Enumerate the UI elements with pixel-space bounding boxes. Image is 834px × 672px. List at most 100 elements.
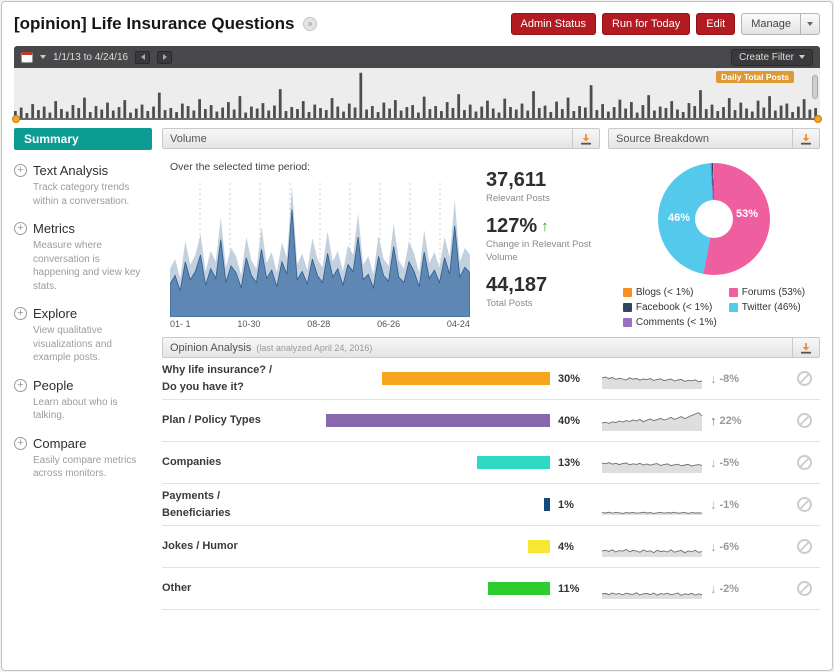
stat-value: 44,187: [486, 274, 548, 297]
admin-status-button[interactable]: Admin Status: [510, 13, 596, 35]
monitor-info-icon[interactable]: [302, 17, 317, 31]
category-bar-track: [322, 498, 550, 511]
legend-item-comments-1: Comments (< 1%): [622, 317, 717, 328]
category-percent: 13%: [558, 456, 581, 469]
sidebar-link-compare[interactable]: + Compare: [14, 436, 152, 451]
legend-item-forums-53: Forums (53%): [728, 287, 806, 298]
category-label: Payments / Beneficiaries: [162, 490, 231, 519]
category-sparkline: [602, 411, 702, 431]
legend-label: Twitter (46%): [741, 302, 801, 313]
sidebar-link-explore[interactable]: + Explore: [14, 306, 152, 321]
category-bar[interactable]: [488, 582, 550, 595]
category-sparkline: [602, 591, 702, 599]
category-label: Plan / Policy Types: [162, 414, 261, 427]
category-list: Why life insurance? / Do you have it? 30% ↓…: [162, 358, 820, 610]
category-bar[interactable]: [326, 414, 550, 427]
trend-down-icon: ↓: [710, 497, 717, 512]
sidebar-item-label: Metrics: [33, 221, 75, 236]
legend-label: Comments (< 1%): [635, 317, 717, 328]
exclude-category-icon[interactable]: [797, 413, 812, 428]
stat-label: Total Posts: [486, 298, 533, 310]
edit-button[interactable]: Edit: [696, 13, 736, 35]
create-filter-label: Create Filter: [738, 51, 794, 63]
legend-swatch: [622, 288, 632, 297]
manage-button[interactable]: Manage: [741, 13, 801, 35]
trend-value: -6%: [719, 540, 740, 553]
plus-icon: +: [14, 436, 27, 450]
download-icon[interactable]: [792, 129, 819, 148]
source-breakdown-panel: Source Breakdown 46% 53% Blogs (< 1%) For…: [608, 128, 820, 329]
category-trend: ↓ -1%: [710, 497, 760, 512]
run-for-today-button[interactable]: Run for Today: [601, 13, 691, 35]
source-donut-chart[interactable]: 46% 53%: [658, 163, 770, 275]
category-trend: ↓ -2%: [710, 581, 760, 596]
plus-icon: +: [14, 378, 27, 392]
sidebar-link-text-analysis[interactable]: + Text Analysis: [14, 163, 152, 178]
sidebar-item-explore: + Explore View qualitative visualizations …: [14, 306, 152, 365]
sidebar-item-label: Explore: [33, 306, 78, 321]
category-label: Companies: [162, 456, 222, 469]
chevron-left-icon: [140, 54, 145, 60]
daily-posts-timeline-chart[interactable]: Daily Total Posts: [12, 68, 822, 123]
category-row-other: Other 11% ↓ -2%: [162, 568, 820, 610]
range-handle-left[interactable]: [12, 115, 20, 123]
timeline-bars: [14, 72, 818, 120]
volume-area-chart[interactable]: [170, 179, 470, 317]
x-axis-tick: 01- 1: [170, 319, 191, 329]
exclude-category-icon[interactable]: [797, 497, 812, 512]
trend-down-icon: ↓: [710, 455, 717, 470]
sidebar-item-summary[interactable]: Summary: [14, 128, 152, 150]
date-range-label: 1/1/13 to 4/24/16: [53, 51, 129, 63]
x-axis-tick: 10-30: [237, 319, 261, 329]
opinion-analysis-subtitle: (last analyzed April 24, 2016): [256, 342, 373, 353]
category-bar-track: [322, 456, 550, 469]
category-percent: 1%: [558, 498, 574, 511]
category-row-companies: Companies 13% ↓ -5%: [162, 442, 820, 484]
source-legend: Blogs (< 1%) Forums (53%) Facebook (< 1%) T…: [614, 287, 814, 328]
chevron-down-icon: [799, 55, 805, 59]
category-bar[interactable]: [477, 456, 550, 469]
trend-value: -2%: [719, 582, 740, 595]
legend-label: Forums (53%): [741, 287, 806, 298]
sidebar-link-people[interactable]: + People: [14, 378, 152, 393]
timeline-baseline: [14, 118, 820, 120]
category-row-plan-policy-types: Plan / Policy Types 40% ↑ 22%: [162, 400, 820, 442]
category-bar-track: [322, 372, 550, 385]
category-bar-track: [322, 540, 550, 553]
top-panels-row: Volume Over the selected time period: 01…: [162, 128, 820, 329]
exclude-category-icon[interactable]: [797, 455, 812, 470]
category-trend: ↓ -5%: [710, 455, 760, 470]
category-bar-track: [322, 414, 550, 427]
category-bar[interactable]: [382, 372, 550, 385]
exclude-category-icon[interactable]: [797, 371, 812, 386]
category-bar[interactable]: [527, 540, 550, 553]
category-bar[interactable]: [544, 498, 550, 511]
category-sparkline: [602, 461, 702, 473]
stat-label: Change in Relevant Post Volume: [486, 239, 592, 263]
range-handle-right[interactable]: [814, 115, 822, 123]
exclude-category-icon[interactable]: [797, 581, 812, 596]
opinion-analysis-title: Opinion Analysis: [170, 341, 252, 354]
legend-label: Blogs (< 1%): [635, 287, 694, 298]
sidebar-item-description: Easily compare metrics across monitors.: [33, 454, 137, 480]
sidebar-item-text-analysis: + Text Analysis Track category trends with…: [14, 163, 152, 208]
page-title: [opinion] Life Insurance Questions: [14, 14, 295, 33]
legend-swatch: [728, 303, 738, 312]
download-icon[interactable]: [792, 338, 819, 357]
legend-item-facebook-1: Facebook (< 1%): [622, 302, 717, 313]
category-percent: 11%: [558, 582, 580, 595]
stat-label: Relevant Posts: [486, 193, 550, 204]
sidebar-link-metrics[interactable]: + Metrics: [14, 221, 152, 236]
calendar-icon[interactable]: [21, 51, 33, 63]
download-icon[interactable]: [572, 129, 599, 148]
trend-down-icon: ↓: [710, 581, 717, 596]
trend-up-icon: ↑: [541, 218, 549, 236]
timeline-next-button[interactable]: [157, 50, 173, 64]
trend-down-icon: ↓: [710, 539, 717, 554]
create-filter-button[interactable]: Create Filter: [730, 48, 813, 66]
exclude-category-icon[interactable]: [797, 539, 812, 554]
date-chevron-down-icon[interactable]: [40, 55, 46, 59]
timeline-prev-button[interactable]: [135, 50, 151, 64]
timeline-scroll-handle[interactable]: [812, 75, 818, 99]
manage-dropdown-button[interactable]: [801, 13, 820, 35]
